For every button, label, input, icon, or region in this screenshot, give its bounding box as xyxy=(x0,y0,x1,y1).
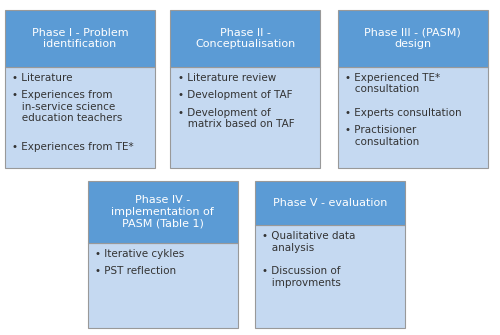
Bar xyxy=(5,10,155,67)
Text: • Qualitative data
   analysis: • Qualitative data analysis xyxy=(262,231,356,253)
Text: Phase I - Problem
identification: Phase I - Problem identification xyxy=(32,27,128,49)
Text: • Development of TAF: • Development of TAF xyxy=(178,90,292,100)
Text: • Discussion of
   improvments: • Discussion of improvments xyxy=(262,266,342,287)
Text: • Literature: • Literature xyxy=(12,73,73,83)
Bar xyxy=(338,67,488,168)
Text: • Iterative cykles: • Iterative cykles xyxy=(95,249,184,259)
Bar xyxy=(88,181,238,243)
Text: • Experiences from TE*: • Experiences from TE* xyxy=(12,142,134,152)
Bar xyxy=(88,243,238,328)
Bar xyxy=(255,181,405,225)
Text: Phase II -
Conceptualisation: Phase II - Conceptualisation xyxy=(195,27,295,49)
Text: Phase V - evaluation: Phase V - evaluation xyxy=(273,198,387,208)
Text: • Practisioner
   consultation: • Practisioner consultation xyxy=(345,125,420,147)
Text: • Development of
   matrix based on TAF: • Development of matrix based on TAF xyxy=(178,108,294,129)
Bar xyxy=(255,225,405,328)
Text: • Experienced TE*
   consultation: • Experienced TE* consultation xyxy=(345,73,440,94)
Text: • PST reflection: • PST reflection xyxy=(95,266,176,276)
Text: • Literature review: • Literature review xyxy=(178,73,276,83)
Bar xyxy=(5,67,155,168)
Bar xyxy=(170,67,320,168)
Bar xyxy=(170,10,320,67)
Bar xyxy=(338,10,488,67)
Text: • Experiences from
   in-service science
   education teachers: • Experiences from in-service science ed… xyxy=(12,90,123,123)
Text: Phase III - (PASM)
design: Phase III - (PASM) design xyxy=(364,27,461,49)
Text: • Experts consultation: • Experts consultation xyxy=(345,108,462,118)
Text: Phase IV -
implementation of
PASM (Table 1): Phase IV - implementation of PASM (Table… xyxy=(111,195,214,228)
